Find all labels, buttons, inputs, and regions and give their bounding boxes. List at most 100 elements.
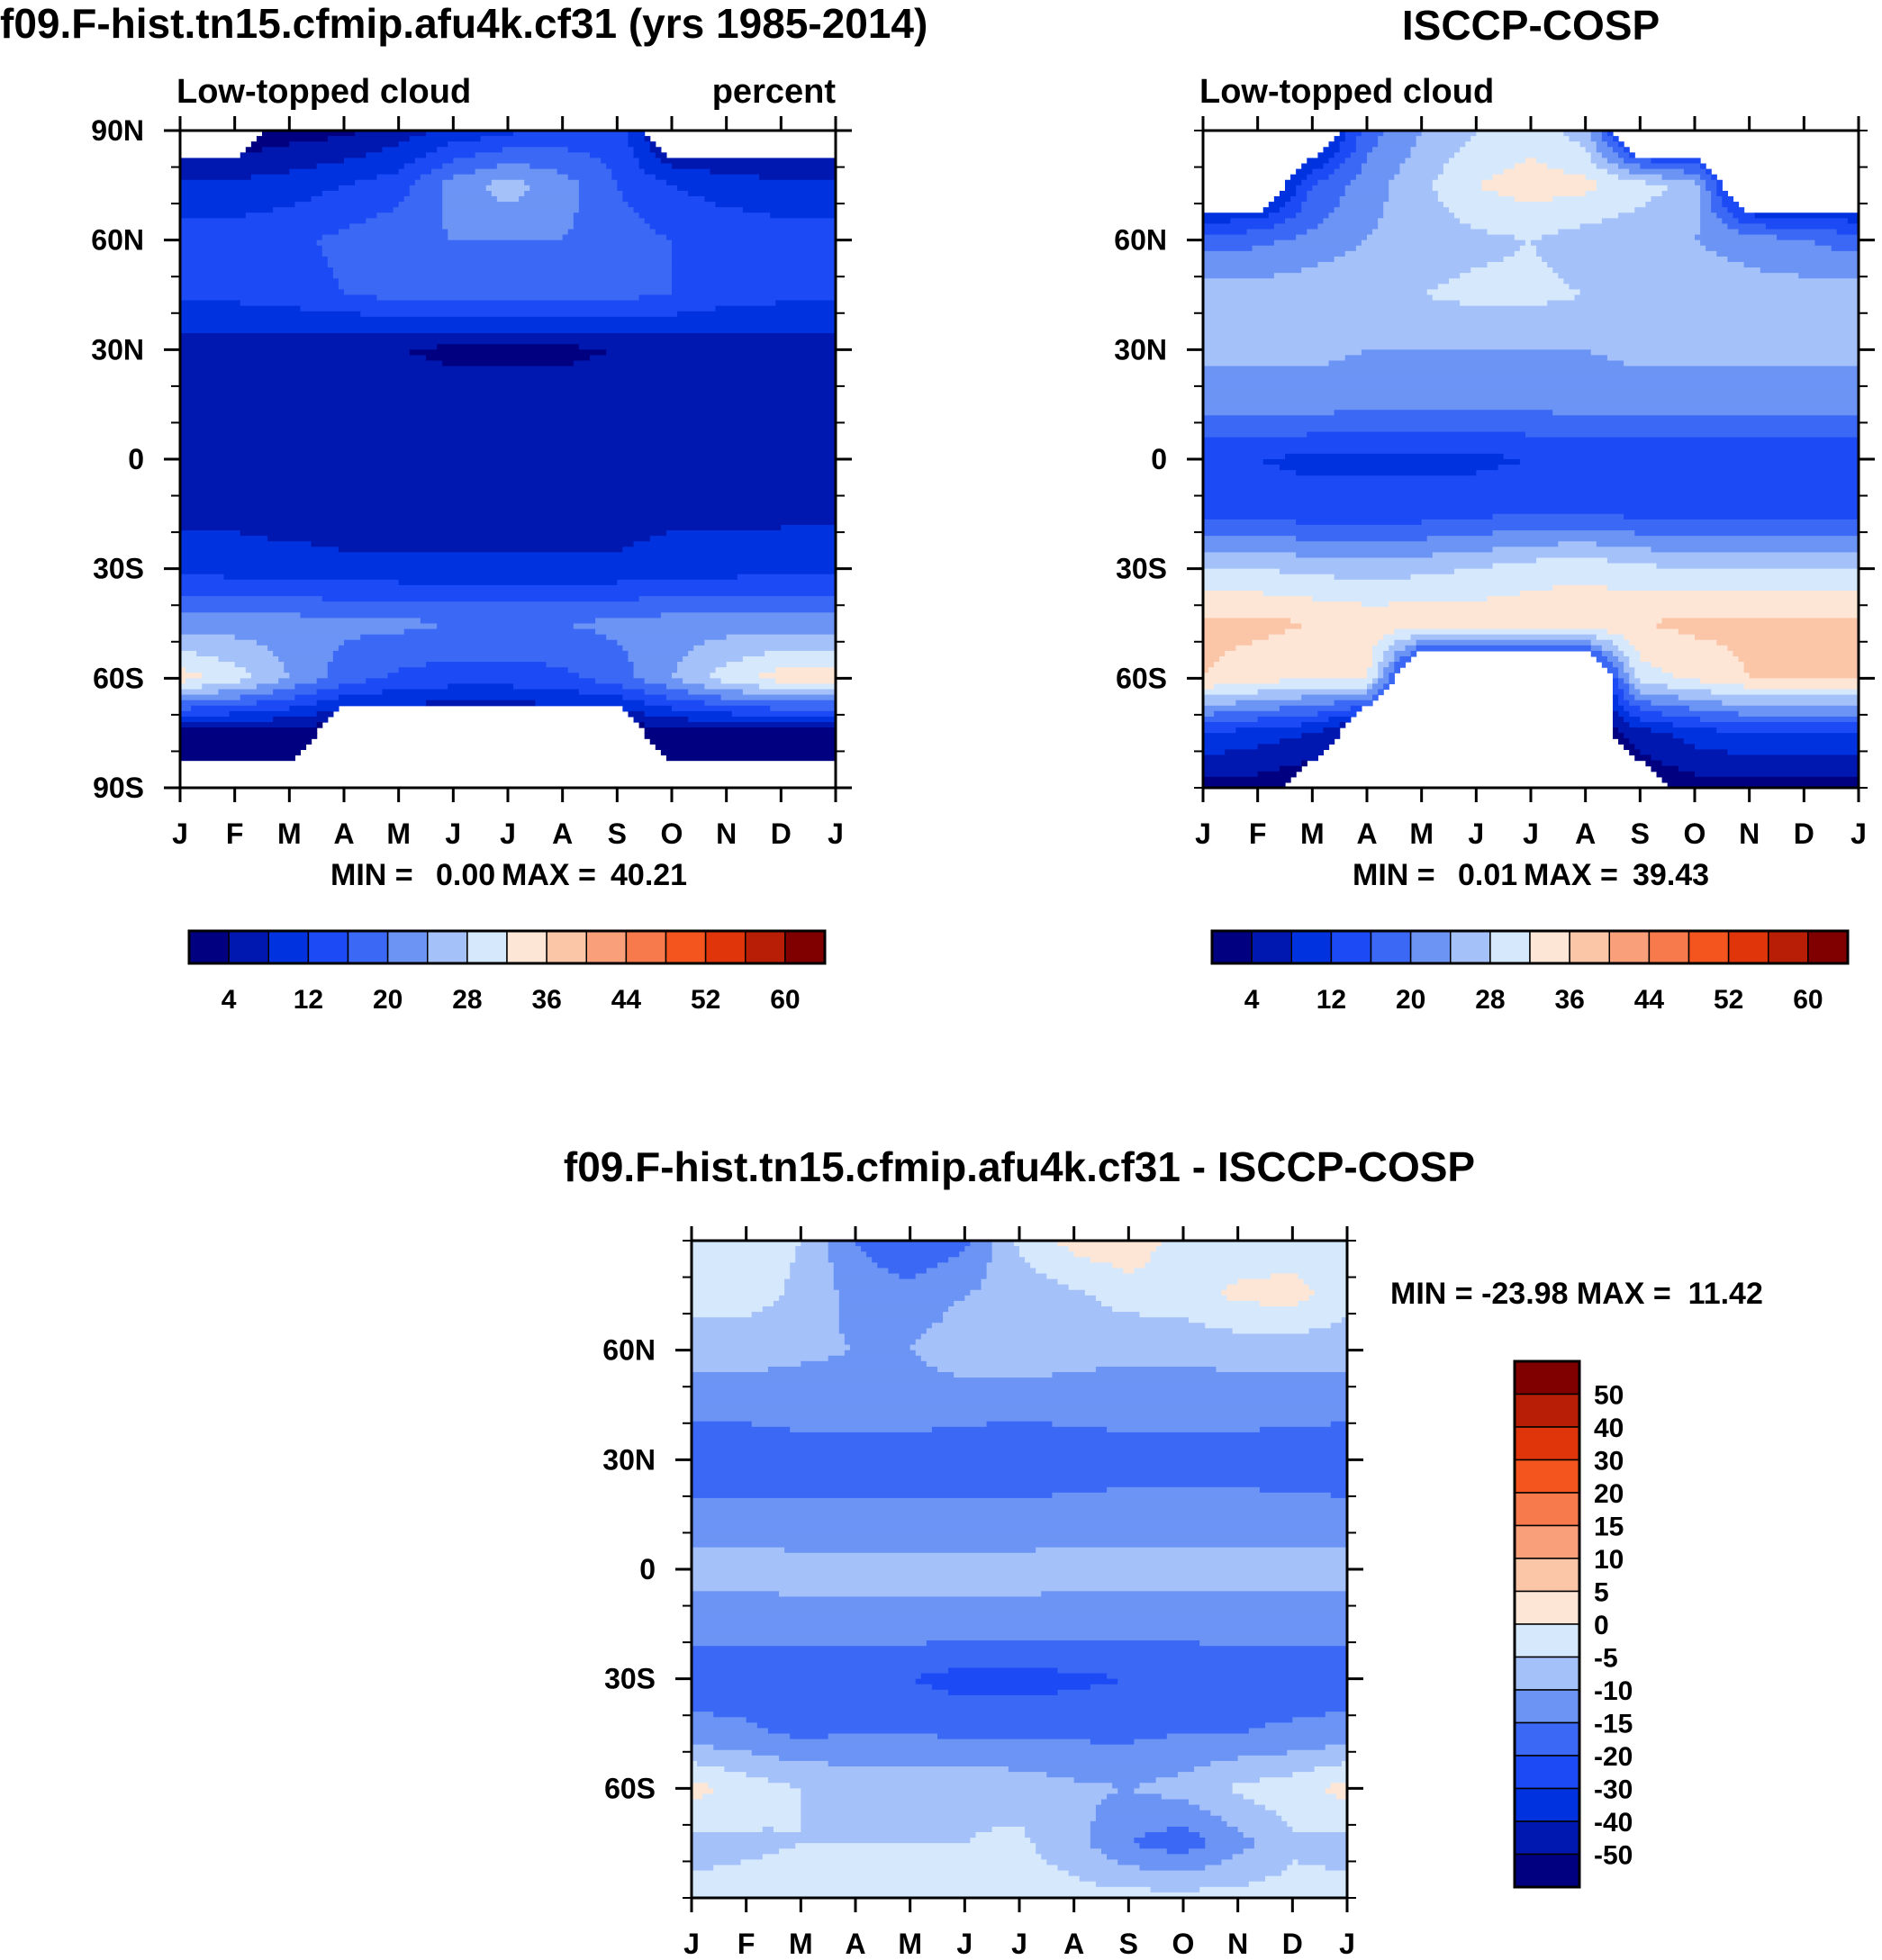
contour-cell xyxy=(1383,650,1395,657)
contour-cell xyxy=(1716,639,1859,646)
contour-cell xyxy=(1008,1766,1195,1773)
contour-cell xyxy=(442,196,498,203)
contour-cell xyxy=(1389,185,1434,192)
contour-cell xyxy=(1095,1366,1217,1373)
x-tick-label: A xyxy=(1063,1928,1084,1960)
x-tick-label: S xyxy=(1119,1928,1138,1960)
contour-cell xyxy=(1177,1772,1293,1778)
contour-cell xyxy=(475,168,558,176)
contour-cell xyxy=(1383,202,1444,208)
contour-cell xyxy=(926,1640,1200,1647)
contour-cell xyxy=(1203,289,1428,296)
contour-cell xyxy=(1716,212,1734,219)
contour-cell xyxy=(1036,1848,1102,1855)
contour-cell xyxy=(398,579,618,586)
contour-cell xyxy=(692,1366,769,1373)
contour-cell xyxy=(1301,179,1318,186)
contour-cell xyxy=(180,700,258,707)
contour-cell xyxy=(1727,223,1767,230)
contour-cell xyxy=(1700,196,1712,203)
contour-cell xyxy=(1253,1843,1347,1849)
contour-cell xyxy=(1095,1804,1200,1811)
contour-cell xyxy=(1394,650,1412,657)
contour-cell xyxy=(975,1832,1026,1838)
contour-cell xyxy=(1634,754,1652,762)
contour-cell xyxy=(1367,234,1516,241)
contour-cell xyxy=(1618,694,1624,701)
contour-cell xyxy=(1205,1865,1288,1872)
contour-cell xyxy=(1629,700,1652,707)
contour-cell xyxy=(855,1241,971,1247)
contour-cell xyxy=(1722,700,1859,707)
contour-cell xyxy=(180,234,323,241)
contour-cell xyxy=(954,1372,1053,1378)
contour-cell xyxy=(180,722,318,728)
contour-cell xyxy=(1629,749,1641,756)
contour-cell xyxy=(1613,639,1630,646)
contour-cell xyxy=(1296,234,1368,241)
colorbar-label: 20 xyxy=(373,985,403,1015)
contour-cell xyxy=(1601,152,1619,159)
contour-cell xyxy=(1203,404,1859,411)
x-tick-label: J xyxy=(683,1928,700,1960)
contour-cell xyxy=(1432,294,1576,302)
contour-cell xyxy=(1350,179,1389,186)
contour-cell xyxy=(1355,174,1395,181)
contour-cell xyxy=(180,328,836,334)
contour-cell xyxy=(1134,1739,1347,1746)
contour-cell xyxy=(180,519,836,526)
contour-cell xyxy=(1651,158,1701,165)
contour-cell xyxy=(180,678,186,685)
contour-cell xyxy=(937,1262,988,1269)
contour-cell xyxy=(692,1870,1070,1877)
contour-cell xyxy=(1563,131,1592,137)
contour-cell xyxy=(692,1289,785,1296)
contour-cell xyxy=(1651,196,1701,203)
contour-cell xyxy=(262,147,384,153)
contour-cell xyxy=(1661,190,1701,197)
contour-cell xyxy=(762,1826,774,1833)
contour-cell xyxy=(692,1328,840,1335)
contour-cell xyxy=(1606,628,1679,636)
contour-cell xyxy=(1416,639,1592,646)
contour-cell xyxy=(1330,1783,1347,1789)
contour-cell xyxy=(781,525,836,531)
contour-cell xyxy=(692,1646,1347,1652)
contour-cell xyxy=(795,1246,829,1252)
contour-cell xyxy=(801,1815,1097,1822)
contour-cell xyxy=(655,744,836,751)
contour-cell xyxy=(382,689,580,696)
contour-cell xyxy=(1226,1284,1310,1291)
contour-cell xyxy=(1606,168,1630,176)
contour-cell xyxy=(1661,667,1745,673)
contour-cell xyxy=(920,1673,1108,1680)
contour-cell xyxy=(289,168,400,176)
x-tick-label: A xyxy=(1575,817,1596,850)
y-tick-label: 60S xyxy=(1116,662,1167,694)
x-tick-label: J xyxy=(172,817,188,850)
contour-cell xyxy=(1394,667,1400,673)
contour-cell xyxy=(692,1257,796,1263)
contour-cell xyxy=(1203,366,1859,373)
contour-cell xyxy=(180,705,192,712)
contour-cell xyxy=(1226,1295,1310,1302)
contour-cell xyxy=(1847,218,1859,225)
contour-cell xyxy=(1281,1870,1347,1877)
contour-cell xyxy=(948,1257,993,1263)
contour-cell xyxy=(256,683,295,691)
contour-cell xyxy=(920,1333,1347,1341)
colorbar-swatch xyxy=(386,930,429,964)
contour-cell xyxy=(1700,202,1712,208)
contour-cell xyxy=(1344,158,1368,165)
contour-cell xyxy=(1700,218,1723,225)
contour-cell xyxy=(1394,656,1400,663)
contour-cell xyxy=(1308,1284,1347,1291)
contour-cell xyxy=(644,168,711,176)
contour-cell xyxy=(692,1591,780,1598)
contour-cell xyxy=(1367,158,1407,165)
contour-cell xyxy=(672,239,836,247)
contour-cell xyxy=(692,1859,742,1866)
contour-cell xyxy=(692,1854,764,1861)
contour-cell xyxy=(742,207,836,213)
y-tick-label: 0 xyxy=(639,1553,656,1585)
